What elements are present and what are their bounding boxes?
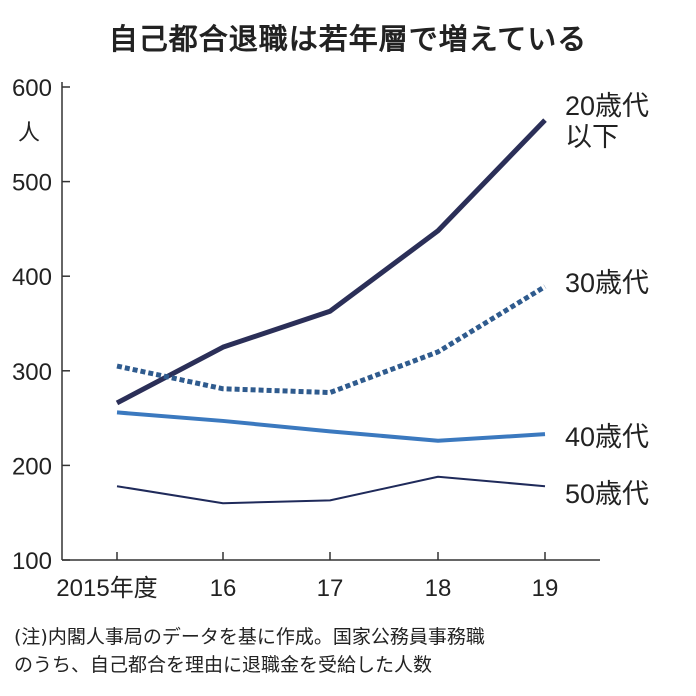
series-label: 20歳代 <box>565 91 649 121</box>
series-line-3 <box>116 475 546 505</box>
x-tick-label: 2015年度 <box>56 575 157 602</box>
series-label: 以下 <box>565 122 619 152</box>
chart-title: 自己都合退職は若年層で増えている <box>108 22 588 56</box>
y-tick-label: 500 <box>12 170 52 197</box>
y-tick-label: 600 <box>12 75 52 102</box>
footnote-line-1: (注)内閣人事局のデータを基に作成。国家公務員事務職 <box>14 626 485 648</box>
series-label: 30歳代 <box>565 268 649 298</box>
x-tick-label: 17 <box>317 575 344 602</box>
series-line-2 <box>116 410 546 443</box>
x-tick-label: 18 <box>425 575 452 602</box>
x-tick-label: 16 <box>210 575 237 602</box>
series-label: 50歳代 <box>565 479 649 509</box>
series-label: 40歳代 <box>565 422 649 452</box>
series-line-0 <box>115 118 547 406</box>
y-tick-label: 300 <box>12 359 52 386</box>
footnote-line-2: のうち、自己都合を理由に退職金を受給した人数 <box>14 654 433 676</box>
y-tick-label: 200 <box>12 453 52 480</box>
y-axis-unit: 人 <box>18 121 40 146</box>
x-tick-label: 19 <box>532 575 559 602</box>
y-tick-label: 100 <box>12 548 52 575</box>
series-line-1 <box>116 284 547 396</box>
y-tick-label: 400 <box>12 264 52 291</box>
